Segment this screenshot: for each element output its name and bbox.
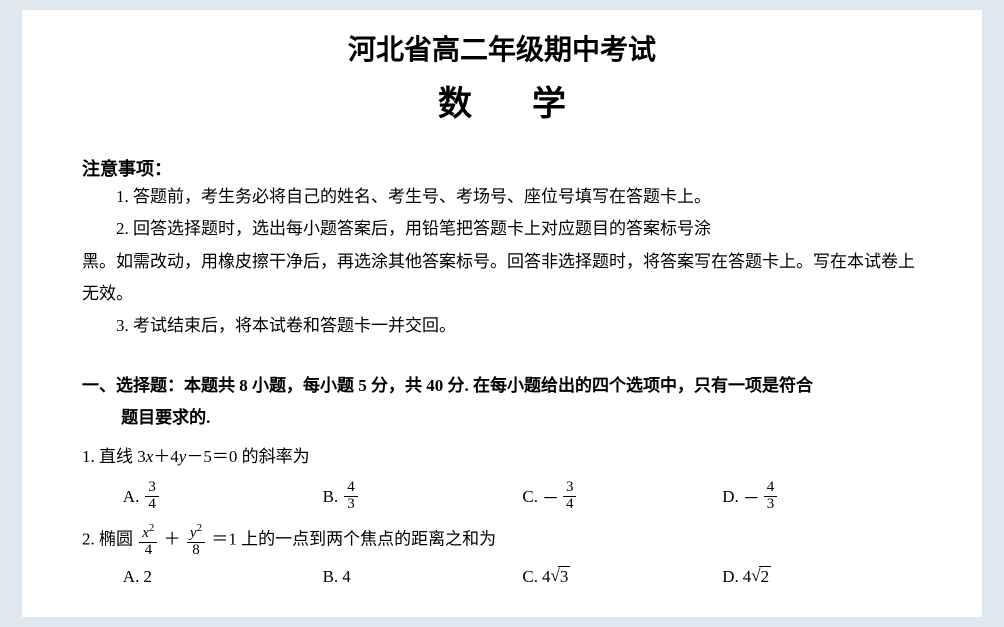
q1-stem-prefix: 1. 直线 3: [82, 447, 146, 466]
exam-page: 河北省高二年级期中考试 数学 注意事项： 1. 答题前，考生务必将自己的姓名、考…: [22, 10, 982, 617]
section-1-heading: 一、选择题：本题共 8 小题，每小题 5 分，共 40 分. 在每小题给出的四个…: [82, 370, 922, 433]
q1-D-den: 3: [764, 497, 778, 513]
notice-heading: 注意事项：: [82, 155, 922, 181]
q2-frac1-num: x2: [139, 523, 157, 543]
q1-D-label: D.: [722, 487, 739, 507]
q2-C-coef: 4: [542, 567, 551, 587]
q2-B-val: 4: [342, 567, 351, 587]
notice-item-3: 3. 考试结束后，将本试卷和答题卡一并交回。: [82, 310, 922, 342]
q2-frac2-num-exp: 2: [197, 522, 203, 534]
q1-option-A: A. 3 4: [123, 480, 323, 513]
q2-frac2: y2 8: [187, 523, 205, 559]
q1-C-num: 3: [563, 480, 577, 497]
q2-option-B: B. 4: [323, 566, 523, 587]
q1-option-C: C. － 3 4: [522, 480, 722, 513]
q1-A-frac: 3 4: [145, 480, 159, 513]
exam-title-line1: 河北省高二年级期中考试: [82, 28, 922, 68]
q1-B-den: 3: [344, 497, 358, 513]
q1-C-frac: 3 4: [563, 480, 577, 513]
q1-option-B: B. 4 3: [323, 480, 523, 513]
q1-B-label: B.: [323, 487, 339, 507]
q1-option-D: D. － 4 3: [722, 480, 922, 513]
q2-frac1-num-exp: 2: [149, 522, 155, 534]
question-2: 2. 椭圆 x2 4 ＋ y2 8 ＝1 上的一点到两个焦点的距离之和为: [82, 523, 922, 559]
q2-C-label: C.: [522, 567, 538, 587]
q1-B-frac: 4 3: [344, 480, 358, 513]
q2-C-sqrt: √ 3: [550, 566, 570, 587]
notice-item-2-cont: 黑。如需改动，用橡皮擦干净后，再选涂其他答案标号。回答非选择题时，将答案写在答题…: [82, 246, 922, 311]
q2-option-C: C. 4 √ 3: [522, 566, 722, 587]
q1-C-den: 4: [563, 497, 577, 513]
q1-D-num: 4: [764, 480, 778, 497]
q2-A-label: A.: [123, 567, 140, 587]
q1-options: A. 3 4 B. 4 3 C. － 3 4 D. － 4: [82, 480, 922, 513]
q2-C-rad: 3: [558, 566, 571, 587]
q2-option-A: A. 2: [123, 566, 323, 587]
question-1: 1. 直线 3x＋4y－5＝0 的斜率为: [82, 443, 922, 472]
q2-option-D: D. 4 √ 2: [722, 566, 922, 587]
q2-D-coef: 4: [743, 567, 752, 587]
q2-frac1-den: 4: [142, 543, 156, 559]
q2-frac1-num-base: x: [142, 525, 149, 541]
q2-frac2-num: y2: [187, 523, 205, 543]
q2-frac2-den: 8: [189, 543, 203, 559]
q2-stem-suffix: ＝1 上的一点到两个焦点的距离之和为: [211, 529, 496, 548]
exam-title-line2: 数学: [82, 76, 922, 125]
section-1-heading-a: 一、选择题：本题共 8 小题，每小题 5 分，共 40 分. 在每小题给出的四个…: [82, 376, 813, 395]
q1-B-num: 4: [344, 480, 358, 497]
q2-options: A. 2 B. 4 C. 4 √ 3 D. 4 √ 2: [82, 566, 922, 587]
q2-frac2-num-base: y: [190, 525, 197, 541]
q1-D-neg: －: [743, 484, 760, 509]
q1-stem-mid2: －5＝0 的斜率为: [186, 447, 309, 466]
q1-C-label: C.: [522, 487, 538, 507]
q2-stem-prefix: 2. 椭圆: [82, 529, 133, 548]
q1-A-den: 4: [145, 497, 159, 513]
q2-B-label: B.: [323, 567, 339, 587]
q1-A-label: A.: [123, 487, 140, 507]
q2-A-val: 2: [143, 567, 152, 587]
notice-item-1: 1. 答题前，考生务必将自己的姓名、考生号、考场号、座位号填写在答题卡上。: [82, 181, 922, 213]
q1-D-frac: 4 3: [764, 480, 778, 513]
q2-frac1: x2 4: [139, 523, 157, 559]
notice-item-2: 2. 回答选择题时，选出每小题答案后，用铅笔把答题卡上对应题目的答案标号涂: [82, 213, 922, 245]
q2-D-sqrt: √ 2: [751, 566, 771, 587]
q2-plus: ＋: [164, 529, 181, 548]
q1-A-num: 3: [145, 480, 159, 497]
q2-D-label: D.: [722, 567, 739, 587]
section-1-heading-b: 题目要求的.: [82, 402, 922, 433]
q1-stem-mid1: ＋4: [153, 447, 179, 466]
q2-D-rad: 2: [759, 566, 772, 587]
q1-C-neg: －: [542, 484, 559, 509]
